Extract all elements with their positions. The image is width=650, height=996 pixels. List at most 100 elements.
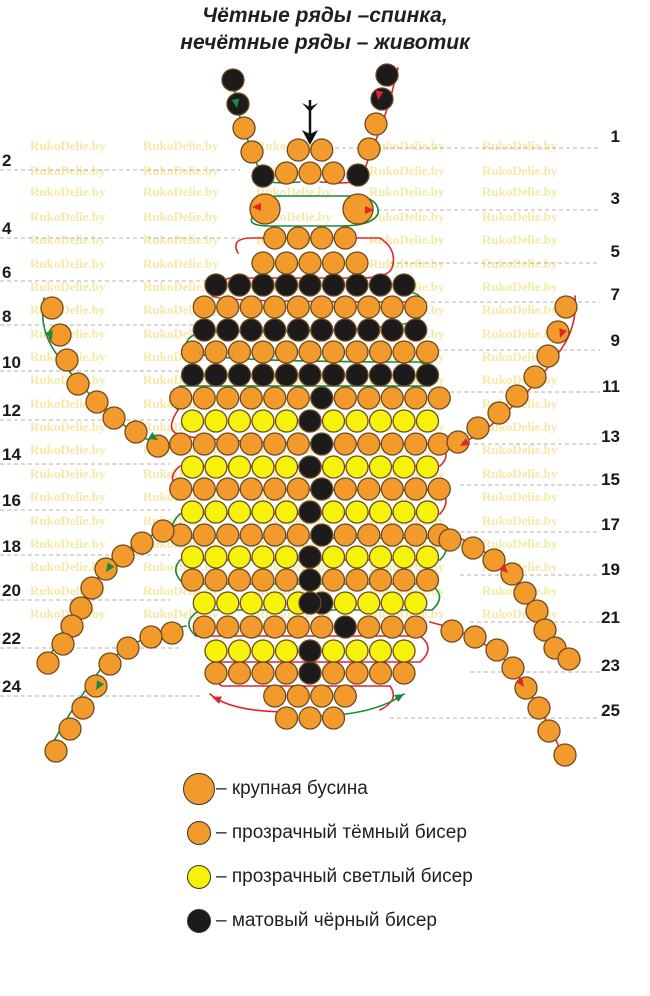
orange-seed-bead xyxy=(286,477,310,501)
orange-seed-bead xyxy=(216,523,240,547)
black-seed-bead xyxy=(375,63,399,87)
yellow-seed-bead xyxy=(204,500,228,524)
orange-seed-bead xyxy=(274,568,299,592)
bead-layer xyxy=(36,63,581,767)
black-seed-bead xyxy=(298,363,322,387)
orange-seed-bead xyxy=(192,477,216,501)
black-seed-bead xyxy=(221,68,245,92)
orange-seed-bead xyxy=(298,251,322,275)
orange-seed-bead xyxy=(298,340,322,364)
black-seed-bead xyxy=(310,432,334,456)
yellow-seed-bead xyxy=(180,545,205,569)
black-seed-bead xyxy=(310,523,334,547)
watermark-text: RukoDelie.by xyxy=(482,302,558,317)
yellow-seed-bead xyxy=(392,639,416,663)
yellow-seed-bead xyxy=(227,409,252,433)
orange-seed-bead xyxy=(310,295,334,319)
watermark-text: RukoDelie.by xyxy=(482,209,558,224)
black-seed-bead xyxy=(298,639,322,663)
orange-seed-bead xyxy=(357,386,381,410)
direction-arrows xyxy=(45,90,567,704)
orange-seed-bead xyxy=(513,581,537,605)
yellow-seed-bead xyxy=(321,545,346,569)
orange-seed-bead xyxy=(274,661,299,685)
black-seed-bead xyxy=(239,318,263,342)
diagram-title: Чётные ряды –спинка, нечётные ряды – жив… xyxy=(0,2,650,56)
orange-seed-bead xyxy=(500,562,524,586)
orange-seed-bead xyxy=(263,477,287,501)
yellow-seed-bead xyxy=(392,545,416,569)
orange-seed-bead xyxy=(192,295,216,319)
yellow-seed-bead xyxy=(368,500,393,524)
orange-seed-bead xyxy=(310,615,334,639)
yellow-seed-bead xyxy=(274,409,299,433)
row-label-10: 10 xyxy=(2,353,21,372)
yellow-seed-bead xyxy=(180,455,205,479)
watermark-text: RukoDelie.by xyxy=(30,489,106,504)
orange-seed-bead xyxy=(404,477,428,501)
orange-seed-bead xyxy=(130,531,154,555)
orange-seed-bead xyxy=(216,432,240,456)
yellow-seed-bead xyxy=(321,639,346,663)
yellow-seed-bead xyxy=(345,409,369,433)
start-arrow-head xyxy=(302,130,318,145)
watermark-text: RukoDelie.by xyxy=(143,256,219,271)
row-label-4: 4 xyxy=(2,219,12,238)
orange-seed-bead xyxy=(274,161,299,185)
orange-seed-bead xyxy=(380,477,404,501)
watermark-text: RukoDelie.by xyxy=(30,138,106,153)
watermark-text: RukoDelie.by xyxy=(482,326,558,341)
orange-seed-bead xyxy=(321,340,346,364)
black-seed-bead xyxy=(298,455,322,479)
orange-seed-bead xyxy=(546,320,570,344)
black-seed-bead xyxy=(310,477,334,501)
yellow-seed-bead xyxy=(274,639,299,663)
red-arrow xyxy=(460,438,470,446)
red-arrow-shape xyxy=(460,438,470,446)
yellow-seed-bead xyxy=(345,545,369,569)
orange-seed-bead xyxy=(286,226,310,250)
green-arrow-shape xyxy=(96,680,104,690)
row-label-9: 9 xyxy=(611,331,620,350)
black-seed-bead xyxy=(333,615,357,639)
legend: – крупная бусина – прозрачный тёмный бис… xyxy=(182,772,622,948)
yellow-seed-bead xyxy=(415,455,440,479)
black-seed-bead xyxy=(251,273,275,297)
orange-seed-bead xyxy=(286,138,310,162)
orange-seed-bead xyxy=(44,739,68,763)
black-seed-bead xyxy=(192,318,216,342)
black-seed-bead xyxy=(227,363,252,387)
yellow-seed-bead xyxy=(392,500,416,524)
watermark-text: RukoDelie.by xyxy=(143,232,219,247)
orange-seed-bead xyxy=(192,523,216,547)
black-seed-bead xyxy=(251,164,275,188)
orange-seed-bead xyxy=(333,226,357,250)
black-seed-bead xyxy=(346,163,370,187)
black-seed-bead xyxy=(216,318,240,342)
row-label-11: 11 xyxy=(602,377,620,396)
orange-seed-bead xyxy=(438,528,462,552)
green-arrow xyxy=(231,98,240,108)
watermark-text: RukoDelie.by xyxy=(369,209,445,224)
row-label-6: 6 xyxy=(2,263,11,282)
black-seed-bead xyxy=(321,363,346,387)
orange-seed-bead xyxy=(553,743,577,767)
orange-seed-bead xyxy=(333,432,357,456)
orange-seed-bead xyxy=(85,390,109,414)
orange-seed-bead xyxy=(263,615,287,639)
red-arrow xyxy=(375,90,384,100)
black-seed-bead xyxy=(204,273,228,297)
orange-seed-bead xyxy=(263,226,287,250)
orange-seed-bead xyxy=(537,719,561,743)
orange-seed-bead xyxy=(333,684,357,708)
orange-seed-bead xyxy=(251,251,275,275)
green-arrow xyxy=(96,680,104,690)
yellow-seed-bead xyxy=(263,591,287,615)
orange-seed-bead xyxy=(216,295,240,319)
watermark-text: RukoDelie.by xyxy=(482,466,558,481)
orange-seed-bead xyxy=(227,568,252,592)
orange-seed-bead xyxy=(227,340,252,364)
orange-seed-bead xyxy=(333,295,357,319)
watermark-text: RukoDelie.by xyxy=(30,419,106,434)
legend-item-large-bead: – крупная бусина xyxy=(182,772,622,806)
